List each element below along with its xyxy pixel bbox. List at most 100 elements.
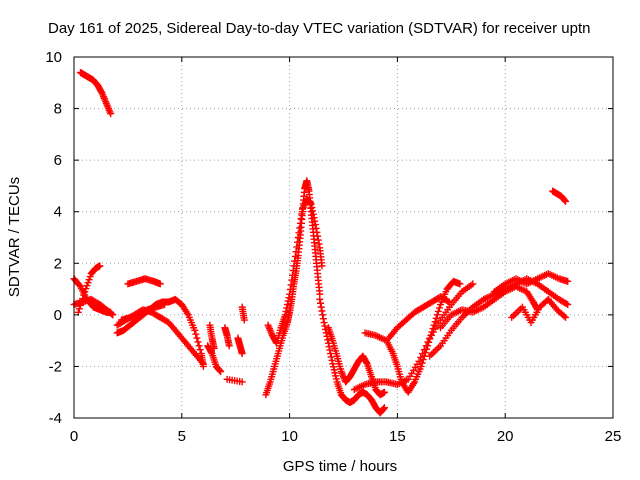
data-point	[217, 368, 225, 376]
series-arc-drop-b	[324, 324, 388, 399]
data-point	[309, 210, 317, 218]
series-arc-6h-b	[206, 321, 218, 352]
data-point	[419, 350, 427, 358]
x-tick-label: 10	[281, 428, 298, 445]
y-tick-label: -4	[49, 410, 62, 427]
y-tick-label: 8	[54, 101, 62, 118]
data-point	[298, 210, 306, 218]
data-point	[96, 262, 104, 270]
data-point	[161, 301, 169, 309]
series-arc-morning-c	[70, 295, 117, 319]
data-point	[318, 262, 326, 270]
data-point	[420, 346, 428, 354]
data-point	[562, 197, 570, 205]
data-point	[327, 353, 335, 361]
data-point	[272, 338, 280, 346]
series-arc-2h-d	[117, 301, 169, 324]
data-point	[194, 338, 202, 346]
data-point	[308, 203, 316, 211]
axis-ticks: 0 5 10 15 20 25 -4 -2 0 2 4 6 8 10	[45, 49, 621, 445]
data-point	[320, 319, 328, 327]
data-point	[314, 236, 322, 244]
series-arc-midday-b	[264, 195, 326, 347]
data-point	[108, 310, 116, 318]
data-point	[424, 338, 432, 346]
data-point	[285, 294, 293, 302]
data-point	[199, 360, 207, 368]
x-tick-label: 20	[497, 428, 514, 445]
data-point	[469, 280, 477, 288]
y-tick-label: 2	[54, 255, 62, 272]
data-point	[317, 303, 325, 311]
data-point	[311, 221, 319, 229]
data-point	[564, 301, 572, 309]
data-point	[445, 298, 453, 306]
series-arc-early-high	[76, 68, 115, 118]
y-tick-label: 6	[54, 152, 62, 169]
data-point	[193, 334, 201, 342]
series-arc-evening-d	[508, 295, 570, 327]
data-point	[318, 307, 326, 315]
data-point	[288, 271, 296, 279]
data-point	[283, 304, 291, 312]
data-point	[315, 240, 323, 248]
data-point	[431, 318, 439, 326]
data-point	[456, 280, 464, 288]
data-point	[444, 297, 452, 305]
data-point	[291, 257, 299, 265]
data-point	[286, 286, 294, 294]
series-arc-evening-b	[437, 282, 542, 332]
data-point	[294, 238, 302, 246]
data-point	[292, 248, 300, 256]
x-tick-label: 15	[389, 428, 406, 445]
x-axis-label: GPS time / hours	[283, 458, 397, 475]
data-point	[288, 276, 296, 284]
y-tick-label: 0	[54, 307, 62, 324]
series-arc-6h-a	[204, 342, 225, 376]
series-arc-afternoon-c	[385, 293, 453, 342]
data-point	[156, 280, 164, 288]
data-point	[434, 307, 442, 315]
y-tick-label: 4	[54, 204, 62, 221]
series-arc-7h-top	[238, 303, 248, 324]
data-point	[107, 110, 115, 118]
data-point	[319, 315, 327, 323]
data-point	[561, 197, 569, 205]
data-point	[380, 388, 388, 396]
data-point	[313, 228, 321, 236]
data-point	[238, 378, 246, 386]
y-tick-label: -2	[49, 358, 62, 375]
data-point	[560, 312, 568, 320]
data-point	[417, 362, 425, 370]
data-point	[564, 277, 572, 285]
data-point	[309, 207, 317, 215]
data-point	[321, 322, 329, 330]
y-tick-label: 10	[45, 49, 62, 66]
data-point	[314, 232, 322, 240]
data-point	[281, 311, 289, 319]
data-point	[296, 219, 304, 227]
series-arc-late-high	[549, 187, 570, 205]
data-point	[312, 224, 320, 232]
series-arc-evening-c	[490, 270, 572, 296]
data-point	[325, 343, 333, 351]
data-point	[326, 346, 334, 354]
data-point	[216, 367, 224, 375]
data-points	[70, 68, 572, 417]
data-point	[417, 353, 425, 361]
data-point	[283, 301, 291, 309]
data-point	[562, 300, 570, 308]
chart-title: Day 161 of 2025, Sidereal Day-to-day VTE…	[48, 20, 590, 37]
x-tick-label: 25	[605, 428, 622, 445]
data-point	[225, 342, 233, 350]
data-point	[297, 215, 305, 223]
data-point	[362, 359, 370, 367]
series-arc-afternoon-b	[350, 280, 477, 394]
data-point	[196, 346, 204, 354]
data-point	[287, 281, 295, 289]
data-point	[195, 342, 203, 350]
data-point	[433, 311, 441, 319]
data-point	[311, 217, 319, 225]
data-point	[319, 311, 327, 319]
